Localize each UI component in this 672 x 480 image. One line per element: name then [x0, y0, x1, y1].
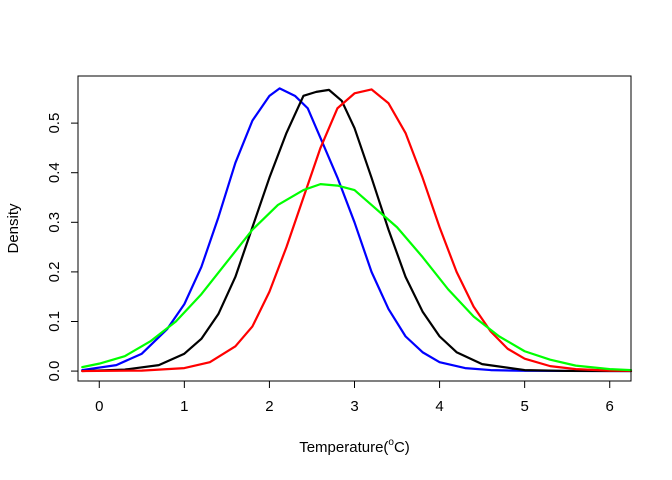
x-tick-label: 6 [606, 398, 614, 415]
series-line-red [81, 88, 633, 373]
y-tick-label: 0.2 [46, 261, 63, 282]
x-axis-title-superscript: o [388, 437, 394, 448]
y-tick-label: 0.0 [46, 361, 63, 382]
x-tick-label: 2 [265, 398, 273, 415]
y-tick-label: 0.3 [46, 212, 63, 233]
x-axis-title: Temperature(oC) [299, 437, 410, 456]
x-tick-label: 4 [435, 398, 443, 415]
x-tick-label: 5 [520, 398, 528, 415]
y-axis: 0.0 0.1 0.2 0.3 0.4 0.5 [46, 113, 78, 382]
y-axis-title: Density [5, 203, 22, 254]
x-axis-title-suffix: C) [394, 439, 410, 456]
series-line-green [81, 183, 633, 372]
series-line-blue [81, 87, 633, 373]
y-tick-label: 0.4 [46, 162, 63, 183]
x-tick-label: 3 [350, 398, 358, 415]
series-layer [81, 87, 633, 373]
x-tick-label: 1 [180, 398, 188, 415]
y-tick-label: 0.1 [46, 311, 63, 332]
y-tick-label: 0.5 [46, 113, 63, 134]
x-tick-label: 0 [95, 398, 103, 415]
x-axis-title-main: Temperature( [299, 439, 388, 456]
x-axis: 0 1 2 3 4 5 6 [95, 381, 614, 415]
series-line-black [81, 88, 633, 373]
